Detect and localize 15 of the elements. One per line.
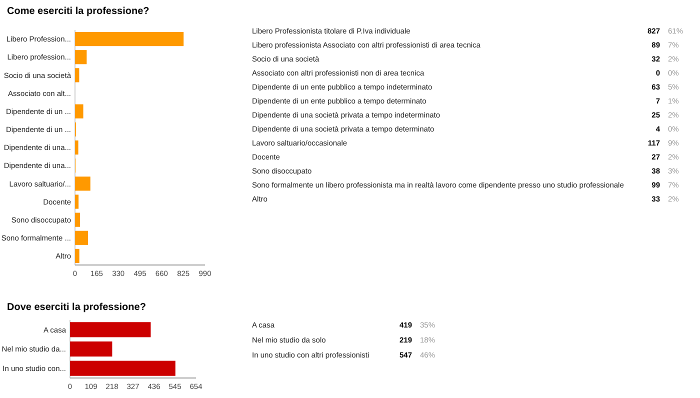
bar xyxy=(75,176,90,191)
bar xyxy=(75,68,80,82)
bar xyxy=(70,360,176,376)
bar xyxy=(70,322,151,338)
bar xyxy=(75,194,79,209)
bar xyxy=(75,230,88,245)
bar xyxy=(75,140,78,155)
bar xyxy=(75,50,87,64)
chart-title: Come eserciti la professione? xyxy=(7,6,150,17)
bar xyxy=(75,32,184,46)
bar xyxy=(75,212,80,227)
chart-title: Dove eserciti la professione? xyxy=(7,302,146,313)
bar xyxy=(70,341,112,357)
bar xyxy=(75,248,80,264)
bar xyxy=(75,104,84,118)
